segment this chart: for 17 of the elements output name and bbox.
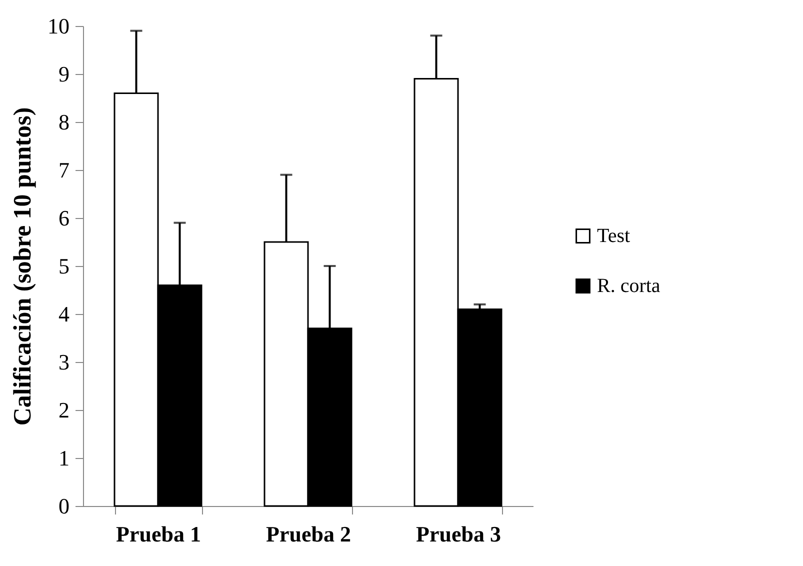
- y-tick-label: 7: [58, 158, 70, 182]
- y-tick-label: 2: [58, 398, 70, 422]
- y-tick-label: 3: [58, 350, 70, 374]
- x-tick-label: Prueba 1: [116, 522, 201, 546]
- legend-label: R. corta: [597, 275, 660, 297]
- y-tick-label: 4: [58, 302, 70, 326]
- x-tick-label: Prueba 2: [266, 522, 351, 546]
- x-tick-label: Prueba 3: [416, 522, 501, 546]
- y-tick-label: 5: [58, 254, 70, 278]
- y-tick-label: 0: [58, 494, 70, 518]
- y-tick-label: 10: [48, 14, 70, 38]
- y-tick-label: 6: [58, 206, 70, 230]
- y-tick-label: 1: [58, 446, 70, 470]
- y-axis-title: Calificación (sobre 10 puntos): [10, 107, 36, 426]
- y-tick-label: 8: [58, 110, 70, 134]
- legend-label: Test: [597, 225, 630, 247]
- y-tick-label: 9: [58, 62, 70, 86]
